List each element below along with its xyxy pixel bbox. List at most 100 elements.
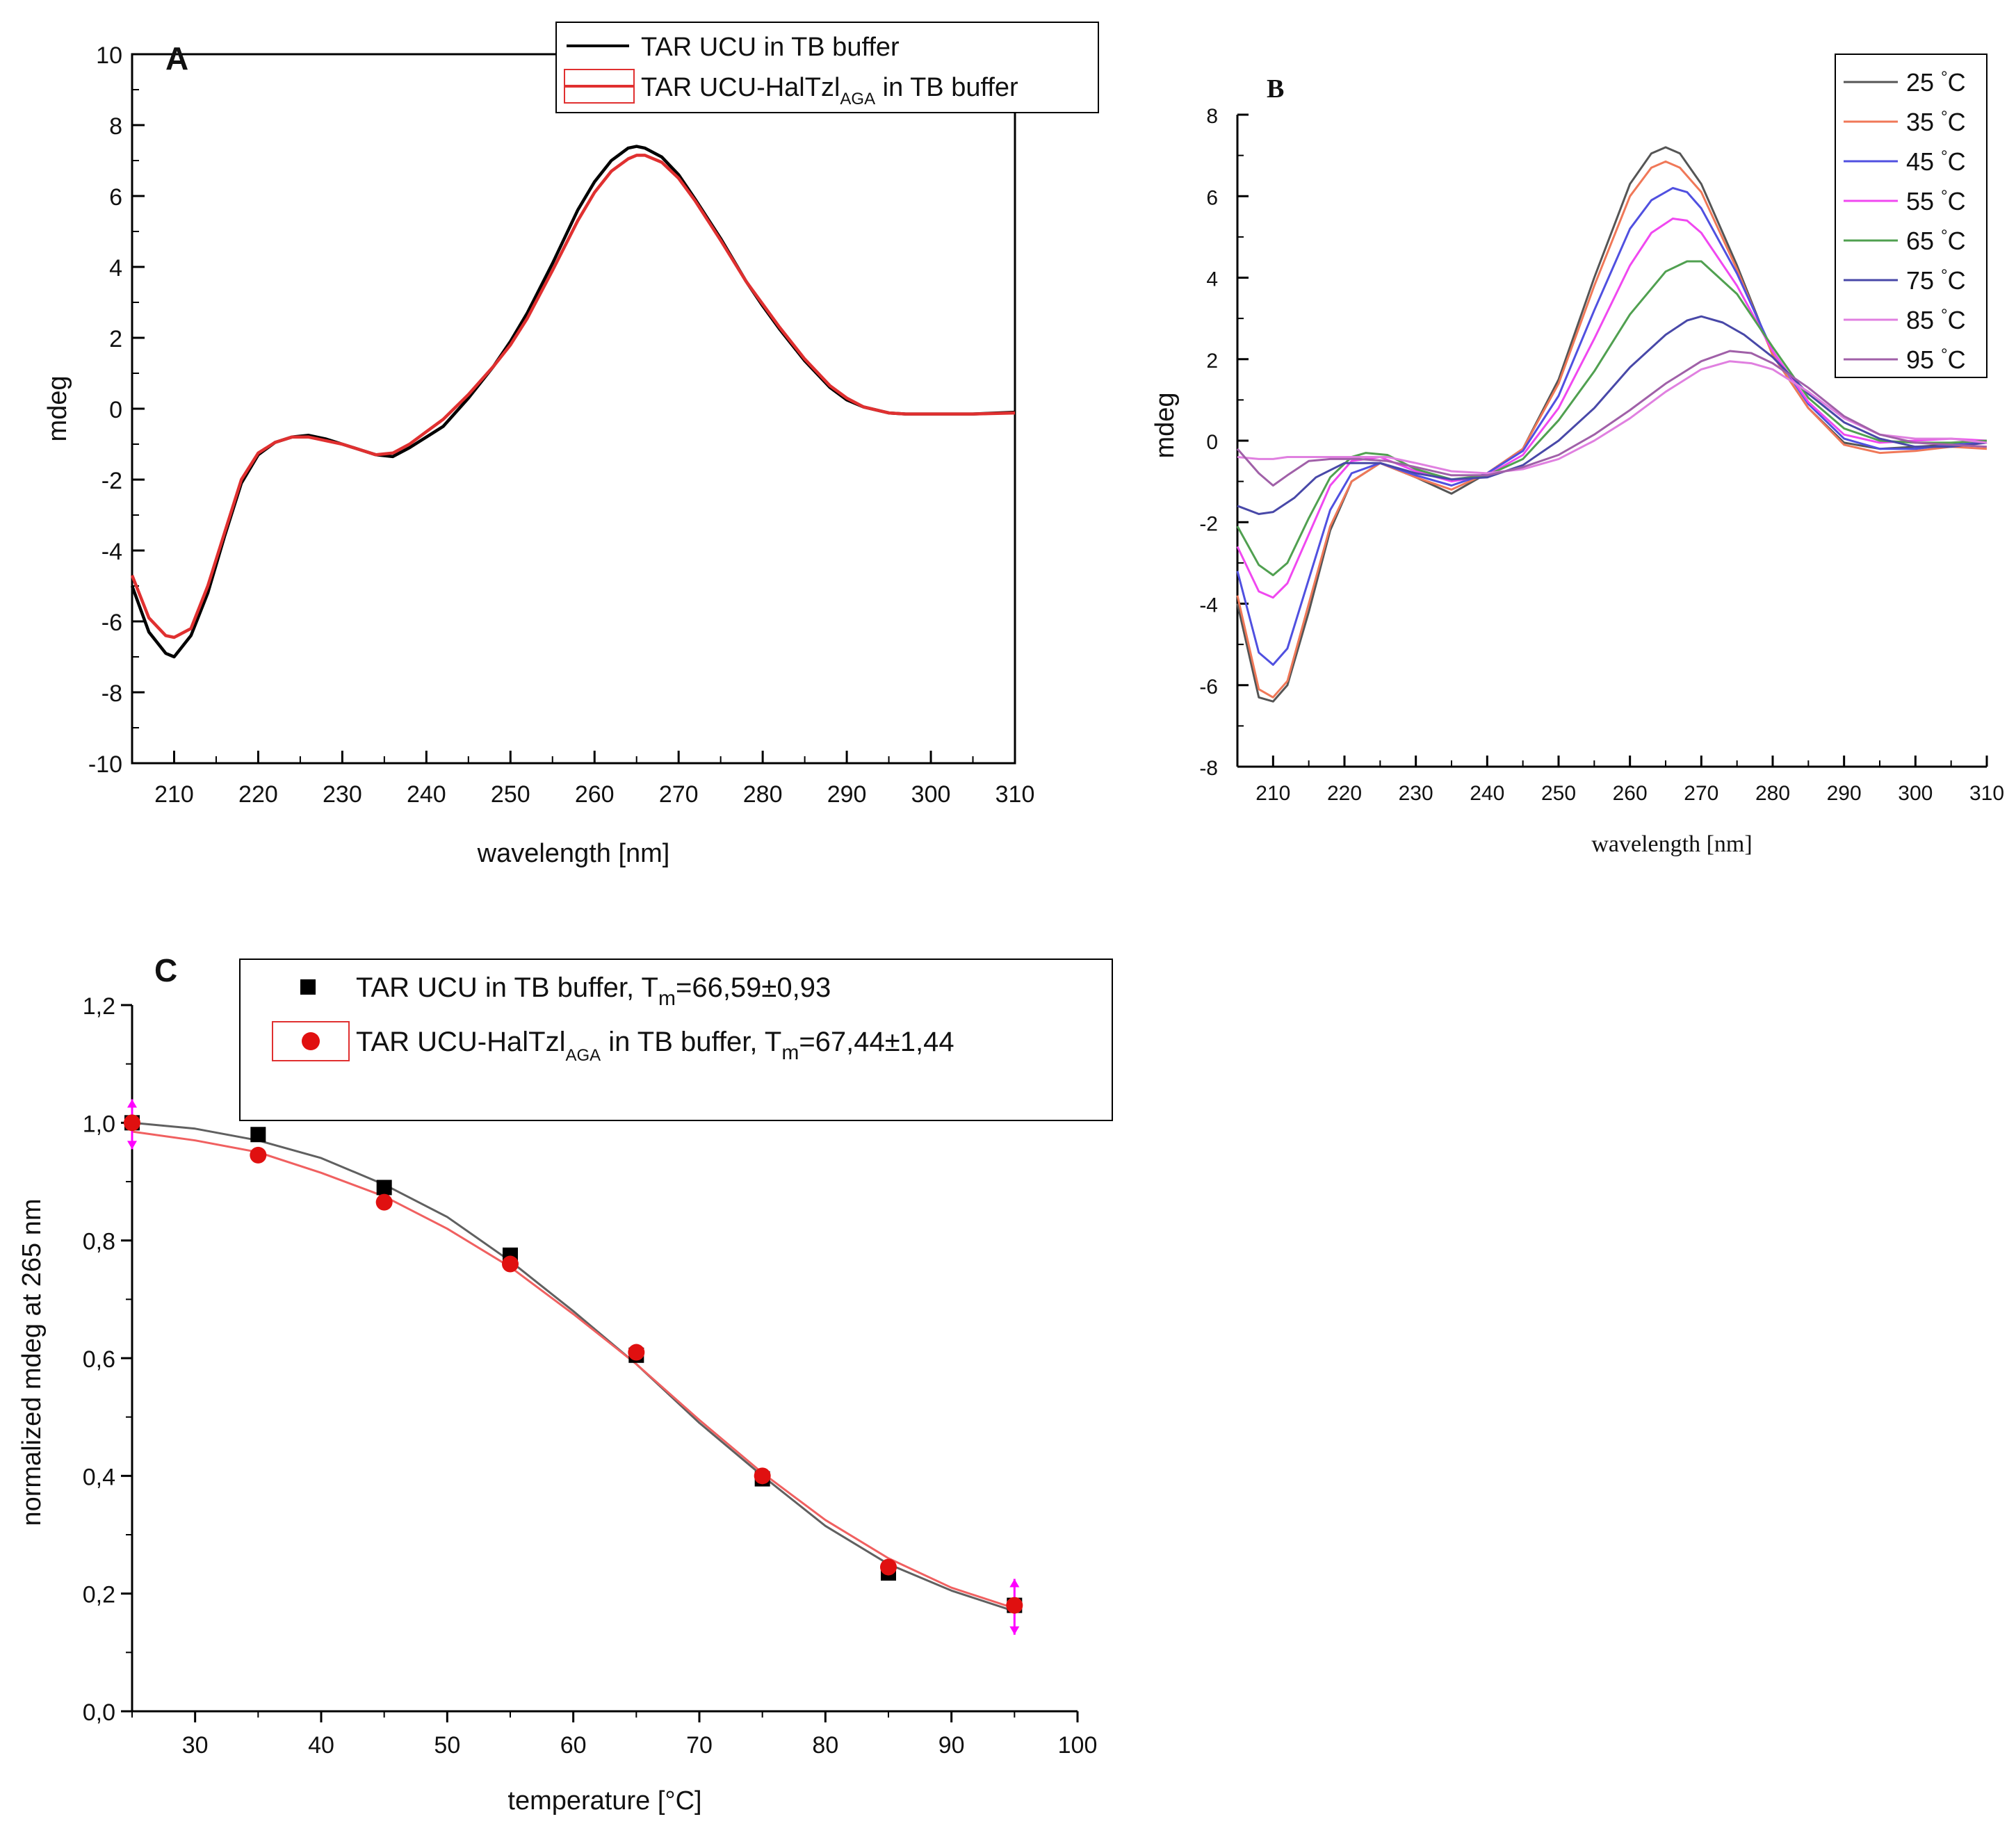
- panel-b-legend-unit: C: [1948, 147, 1966, 176]
- panel-b-legend-degree: °: [1941, 345, 1948, 364]
- panel-c-ytick-label: 1,2: [83, 993, 115, 1020]
- panel-a-xtick-label: 210: [154, 781, 194, 808]
- panel-c-legend-label-2-tail: =67,44±1,44: [799, 1027, 954, 1057]
- panel-c-error-cap-top: [1009, 1579, 1020, 1588]
- panel-b-legend-unit: C: [1948, 68, 1966, 97]
- panel-a-xtick-label: 270: [659, 781, 699, 808]
- panel-c-xtick-label: 40: [308, 1732, 334, 1759]
- panel-b-legend-label-35: 35 °C: [1906, 108, 1966, 136]
- panel-c-legend-label-1: TAR UCU in TB buffer, Tm=66,59±0,93: [356, 972, 831, 1010]
- panel-c-ytick-label: 0,4: [83, 1464, 115, 1490]
- panel-c-point-square: [250, 1127, 266, 1143]
- panel-c-legend-box: [239, 959, 1113, 1121]
- panel-b-legend-label-85: 85 °C: [1906, 306, 1966, 334]
- panel-c-xlabel: temperature [°C]: [507, 1786, 701, 1816]
- panel-b-xtick-label: 240: [1470, 782, 1504, 805]
- panel-b-xtick-label: 230: [1399, 782, 1433, 805]
- panel-a-series: [130, 145, 1016, 659]
- panel-b-legend-degree: °: [1941, 187, 1948, 206]
- panel-b-xlabel: wavelength [nm]: [1591, 831, 1752, 857]
- panel-b-legend-label-95: 95 °C: [1906, 345, 1966, 374]
- panel-c: 0,0 0,2 0,4 0,6 0,8 1,0 1,2 30 40 50 60 70 80 90 100 C…: [17, 952, 1113, 1816]
- panel-c-point-circle: [1006, 1597, 1023, 1614]
- panel-c-ytick-label: 0,0: [83, 1699, 115, 1726]
- panel-b-legend-label-55: 55 °C: [1906, 187, 1966, 215]
- panel-c-legend-label-2-sub-m: m: [781, 1041, 799, 1064]
- panel-b-ytick-label: -4: [1199, 594, 1218, 617]
- panel-c-point-circle: [502, 1255, 519, 1273]
- panel-a-ytick-label: 4: [109, 255, 122, 282]
- panel-a-legend-label-2-sub: AGA: [840, 90, 875, 108]
- panel-c-legend-label-2-main: TAR UCU-HalTzl: [356, 1027, 565, 1057]
- panel-b-legend-unit: C: [1948, 187, 1966, 215]
- panel-b-legend: 25 °C 35 °C 45 °C 55 °C 65 °C 75 °C 85 °C 95 °C: [1835, 54, 1987, 378]
- panel-a-xtick-label: 230: [323, 781, 362, 808]
- panel-a-xlabel: wavelength [nm]: [477, 839, 670, 868]
- panel-a-xtick-label: 310: [995, 781, 1035, 808]
- panel-b-xtick-label: 210: [1255, 782, 1290, 805]
- panel-b-legend-label-25: 25 °C: [1906, 68, 1966, 97]
- panel-a-legend-label-2-main: TAR UCU-HalTzl: [641, 73, 840, 102]
- panel-a-legend: TAR UCU in TB buffer TAR UCU-HalTzlAGA i…: [555, 22, 1099, 113]
- panel-b-legend-degree: °: [1941, 266, 1948, 285]
- panel-b-legend-box: [1835, 54, 1987, 378]
- panel-a-ytick-label: -6: [101, 610, 122, 636]
- panel-b-ytick-label: 0: [1206, 431, 1218, 454]
- panel-c-ylabel: normalized mdeg at 265 nm: [17, 1198, 47, 1526]
- panel-c-legend: TAR UCU in TB buffer, Tm=66,59±0,93 TAR …: [239, 959, 1113, 1121]
- panel-c-error-cap-bottom: [1009, 1626, 1020, 1635]
- panel-b: -8 -6 -4 -2 0 2 4 6 8 210 220 230 240 250 260 270 280 290…: [1151, 54, 2004, 857]
- panel-a-series-line-2: [130, 154, 1016, 639]
- panel-a-plot-area: [131, 53, 1016, 765]
- panel-b-legend-unit: C: [1948, 266, 1966, 295]
- panel-a-legend-box: [555, 22, 1099, 113]
- panel-b-legend-unit: C: [1948, 345, 1966, 374]
- panel-b-legend-degree: °: [1941, 68, 1948, 87]
- panel-b-ytick-label: 6: [1206, 186, 1218, 209]
- panel-a-xtick-label: 300: [911, 781, 951, 808]
- panel-a-ytick-label: 2: [109, 326, 122, 352]
- panel-b-series-line-95: [1236, 350, 1987, 487]
- panel-c-legend-label-1-tail: =66,59±0,93: [676, 972, 831, 1003]
- panel-a-ticks: -10 -8 -6 -4 -2 0 2 4 6 8 10 210 220 230 240 250 260 270 2…: [88, 42, 1035, 808]
- panel-a-ytick-label: 8: [109, 113, 122, 140]
- panel-c-point-square: [376, 1180, 392, 1196]
- panel-c-point-circle: [880, 1558, 897, 1576]
- panel-c-ticks: 0,0 0,2 0,4 0,6 0,8 1,0 1,2 30 40 50 60 70 80 90 100: [83, 993, 1098, 1759]
- panel-a-ytick-label: -10: [88, 751, 122, 778]
- panel-a-ytick-label: -2: [101, 468, 122, 494]
- panel-b-legend-unit: C: [1948, 227, 1966, 255]
- panel-b-ytick-label: -8: [1199, 757, 1218, 780]
- panel-b-xtick-label: 300: [1898, 782, 1933, 805]
- panel-b-xtick-label: 270: [1684, 782, 1718, 805]
- panel-a-ytick-label: -8: [101, 680, 122, 707]
- panel-c-legend-label-2: TAR UCU-HalTzlAGA in TB buffer, Tm=67,44…: [356, 1027, 954, 1065]
- panel-b-series-line-55: [1236, 218, 1987, 599]
- panel-b-legend-degree: °: [1941, 306, 1948, 325]
- panel-c-error-cap-top: [127, 1099, 137, 1108]
- panel-a-legend-label-2: TAR UCU-HalTzlAGA in TB buffer: [641, 73, 1018, 108]
- panel-b-legend-label-45: 45 °C: [1906, 147, 1966, 176]
- panel-b-xtick-label: 260: [1613, 782, 1648, 805]
- panel-a-ytick-label: 10: [96, 42, 122, 69]
- panel-c-point-circle: [628, 1344, 645, 1361]
- panel-b-legend-degree: °: [1941, 108, 1948, 127]
- panel-b-series-line-75: [1237, 315, 1987, 515]
- panel-b-series-line-65: [1236, 260, 1987, 576]
- panel-c-legend-label-1-main: TAR UCU in TB buffer, T: [356, 972, 658, 1003]
- panel-b-ytick-label: 2: [1206, 350, 1218, 373]
- panel-c-xtick-label: 90: [938, 1732, 965, 1759]
- panel-b-legend-label-65: 65 °C: [1906, 227, 1966, 255]
- panel-a: -10 -8 -6 -4 -2 0 2 4 6 8 10 210 220 230 240 250 260 270 2…: [43, 22, 1099, 868]
- panel-c-error-cap-bottom: [127, 1141, 137, 1150]
- panel-b-legend-unit: C: [1948, 306, 1966, 334]
- panel-b-label: B: [1267, 74, 1284, 104]
- panel-b-legend-label-75: 75 °C: [1906, 266, 1966, 295]
- panel-c-legend-swatch-box-2: [272, 1021, 350, 1061]
- panel-a-label: A: [165, 40, 188, 76]
- panel-b-ytick-label: -2: [1199, 512, 1218, 535]
- panel-b-xtick-label: 280: [1755, 782, 1790, 805]
- panel-c-legend-marker-1: [300, 979, 316, 995]
- panel-b-ytick-label: 8: [1206, 105, 1218, 128]
- panel-c-xtick-label: 60: [560, 1732, 587, 1759]
